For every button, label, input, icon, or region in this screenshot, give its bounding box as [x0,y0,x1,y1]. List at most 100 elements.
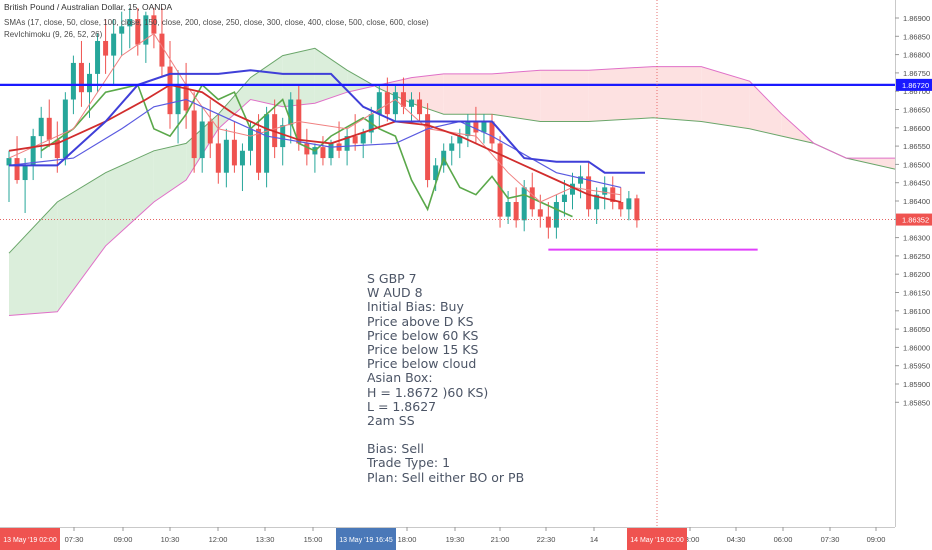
time-tick-label: 06:00 [774,535,793,544]
level-price-flag-text: 1.86720 [902,81,929,90]
time-tick-label: 10:30 [161,535,180,544]
candle-body [78,62,84,93]
candle-body [70,62,76,100]
candle-body [30,136,36,166]
time-flag-end[interactable] [627,528,687,550]
cloud-segment [153,143,187,202]
price-tick-label: 1.86600 [903,124,930,133]
time-flag-cursor-text: 13 May '19 16:45 [339,537,393,544]
cloud-segment [749,81,782,137]
candle-body [46,117,52,140]
candle-body [497,143,503,217]
cloud-segment [492,70,541,122]
time-tick-label: 19:30 [446,535,465,544]
candle-body [111,33,117,56]
cloud-segment [105,150,154,246]
price-tick-label: 1.85900 [903,380,930,389]
candle-body [191,110,197,159]
chikou-span [40,83,573,218]
last-price-flag[interactable] [896,213,932,226]
last-price-flag-text: 1.86352 [902,216,929,225]
cloud-segment [9,202,58,316]
candle-body [87,73,92,93]
note-line: Bias: Sell [367,441,424,457]
candle-body [62,99,68,159]
candle-body [465,121,471,137]
candle-body [578,176,584,184]
candle-body [521,187,527,221]
time-tick-label: 09:00 [114,535,133,544]
candle-body [304,143,310,155]
candle-body [344,136,350,151]
time-tick-label: 18:00 [398,535,417,544]
candle-body [127,19,133,27]
note-line: Price below 60 KS [367,327,479,343]
note-line: Price above D KS [367,313,474,329]
symbol-title: British Pound / Australian Dollar, 15, O… [4,2,173,12]
cloud-segment [540,70,589,122]
candle-body [54,139,60,159]
candle-body [288,99,294,126]
time-flag-end-text: 14 May '19 02:00 [630,537,684,544]
time-tick-label: 04:30 [727,535,746,544]
note-line: 2am SS [367,412,415,428]
cloud-segment [250,55,283,107]
kijun-sen [9,69,645,174]
note-line: Price below cloud [367,356,477,372]
candle-body [537,209,543,217]
price-tick-label: 1.86650 [903,106,930,115]
sma-red [8,83,621,203]
candle-body [626,198,632,210]
cloud-segment [653,66,702,122]
candle-body [457,136,463,144]
time-tick-label: 22:30 [537,535,556,544]
candle-body [481,121,487,133]
price-tick-label: 1.86100 [903,307,930,316]
candle-body [634,198,640,221]
note-line: Plan: Sell either BO or PB [367,469,525,485]
candle-body [425,114,431,181]
candle-body [513,202,519,221]
level-price-flag[interactable] [896,78,932,91]
candle-body [119,26,125,34]
candle-body [352,136,358,144]
price-tick-label: 1.86900 [903,14,930,23]
candle-body [14,158,20,181]
sma-legend[interactable]: SMAs (17, close, 50, close, 100, close, … [4,18,429,27]
cloud-segment [443,73,492,115]
candle-body [248,128,253,151]
time-flag-cursor[interactable] [336,528,396,550]
note-line [367,428,524,442]
time-tick-label: 03:00 [681,535,700,544]
price-tick-label: 1.86500 [903,160,930,169]
candle-body [417,99,423,115]
plot-area[interactable] [0,0,932,527]
candle-body [328,143,334,159]
note-line: S GBP 7 [367,271,417,286]
price-tick-label: 1.86300 [903,234,930,243]
note-line: Price below 15 KS [367,341,479,357]
time-tick-label: 15:00 [304,535,323,544]
price-tick-label: 1.86750 [903,69,930,78]
candle-body [400,92,406,107]
price-tick-label: 1.86550 [903,142,930,151]
time-tick-label: 09:00 [867,535,886,544]
price-tick-label: 1.86400 [903,197,930,206]
time-flag-start[interactable] [0,528,60,550]
price-tick-label: 1.85950 [903,362,930,371]
price-tick-label: 1.86200 [903,270,930,279]
ichimoku-legend[interactable]: RevIchimoku (9, 26, 52, 26) [4,30,103,39]
cloud-segment [282,48,315,107]
price-axis-panel[interactable] [895,0,932,550]
time-flag-start-text: 13 May '19 02:00 [3,537,57,544]
price-tick-label: 1.86800 [903,51,930,60]
candle-body [505,202,511,217]
candle-body [175,84,181,115]
candle-body [553,202,559,228]
candle-body [239,150,245,166]
candle-body [618,202,624,210]
price-tick-label: 1.86050 [903,325,930,334]
candle-body [473,121,479,133]
